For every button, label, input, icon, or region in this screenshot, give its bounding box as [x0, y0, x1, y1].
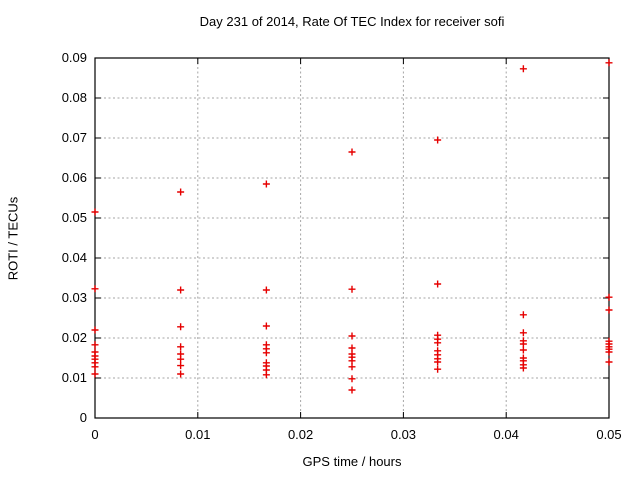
data-point-marker	[348, 357, 356, 365]
data-point-marker	[434, 358, 442, 366]
data-point-marker	[348, 285, 356, 293]
y-tick-label: 0.05	[61, 210, 87, 225]
y-tick-label: 0.03	[61, 290, 87, 305]
data-point-marker	[262, 322, 270, 330]
data-point-marker	[91, 208, 99, 216]
plot-border	[94, 57, 610, 419]
data-point-marker	[177, 362, 185, 370]
data-point-marker	[605, 358, 613, 366]
x-axis-title: GPS time / hours	[302, 454, 402, 469]
data-point-marker	[91, 341, 99, 349]
data-point-marker	[91, 285, 99, 293]
data-point-marker	[605, 59, 613, 67]
x-tick-label: 0.05	[596, 427, 622, 442]
chart-title: Day 231 of 2014, Rate Of TEC Index for r…	[199, 14, 505, 29]
data-point-marker	[434, 136, 442, 144]
data-point-marker	[605, 348, 613, 356]
data-point-marker	[262, 349, 270, 357]
data-point-marker	[605, 306, 613, 314]
y-axis-title: ROTI / TECUs	[5, 196, 21, 281]
data-point-marker	[519, 311, 527, 319]
y-tick-label: 0.09	[61, 50, 87, 65]
data-point-marker	[605, 293, 613, 301]
y-tick-label: 0.06	[61, 170, 87, 185]
data-point-marker	[348, 363, 356, 371]
data-point-marker	[434, 280, 442, 288]
data-point-marker	[262, 371, 270, 379]
data-point-marker	[91, 363, 99, 371]
data-point-marker	[348, 332, 356, 340]
y-tick-label: 0.01	[61, 370, 87, 385]
data-point-marker	[262, 286, 270, 294]
y-tick-label: 0.07	[61, 130, 87, 145]
y-tick-label: 0.08	[61, 90, 87, 105]
data-point-marker	[348, 375, 356, 383]
data-point-marker	[348, 386, 356, 394]
x-tick-label: 0.03	[390, 427, 417, 442]
x-tick-label: 0	[91, 427, 99, 442]
data-point-marker	[519, 340, 527, 348]
data-point-marker	[434, 339, 442, 347]
data-point-marker	[177, 370, 185, 378]
y-tick-label: 0.04	[61, 250, 87, 265]
data-point-marker	[91, 370, 99, 378]
x-tick-label: 0.01	[185, 427, 211, 442]
data-point-marker	[519, 329, 527, 337]
data-point-marker	[177, 286, 185, 294]
data-point-marker	[177, 188, 185, 196]
data-point-marker	[519, 346, 527, 354]
data-point-marker	[434, 365, 442, 373]
data-point-marker	[177, 355, 185, 363]
data-point-marker	[177, 343, 185, 351]
data-point-marker	[519, 65, 527, 73]
data-point-marker	[91, 326, 99, 334]
x-tick-label: 0.04	[493, 427, 519, 442]
data-point-marker	[519, 364, 527, 372]
y-tick-label: 0	[79, 410, 87, 425]
data-point-marker	[262, 180, 270, 188]
data-point-marker	[348, 344, 356, 352]
data-point-marker	[348, 148, 356, 156]
x-tick-label: 0.02	[287, 427, 314, 442]
y-tick-label: 0.02	[61, 330, 87, 345]
data-point-marker	[177, 323, 185, 331]
